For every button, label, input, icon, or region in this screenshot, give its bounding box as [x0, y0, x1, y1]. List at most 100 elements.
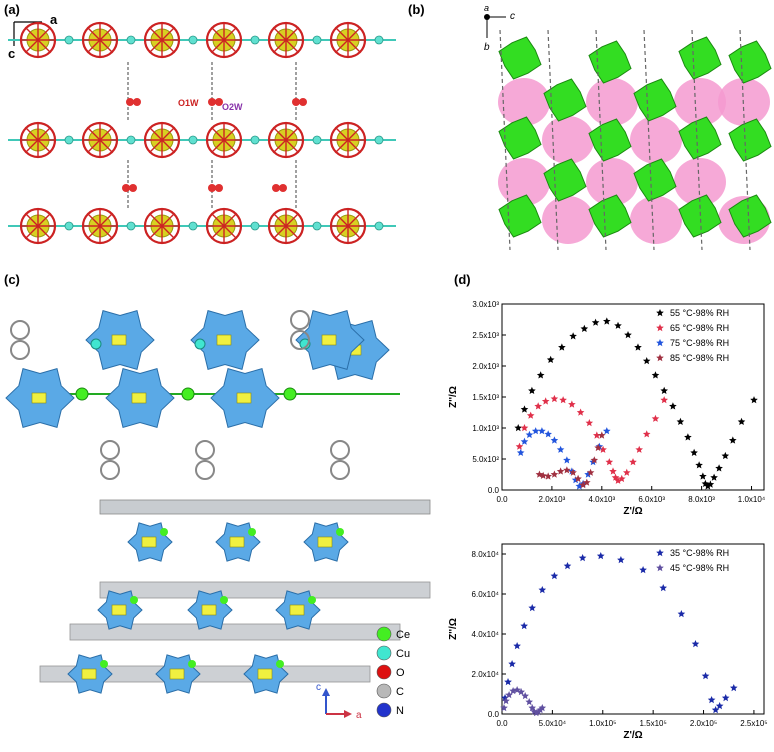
heteroatom-center	[141, 536, 157, 548]
series-1: 35 °C-98% RH	[501, 548, 738, 714]
legend-swatch	[376, 664, 392, 680]
cu-atom	[188, 135, 198, 145]
polyoxometalate-cluster	[143, 207, 181, 245]
data-point	[715, 464, 723, 472]
polyoxometalate-cluster	[19, 121, 57, 159]
panel-c-axis-indicator: c a	[316, 682, 362, 721]
heteroatom-center	[236, 392, 252, 404]
panel-d: (d) 0.0 2.0x10³ 4.0x10³ 6.0x10³ 8.0x10³ 1.0x1…	[440, 270, 774, 752]
data-point	[556, 467, 565, 475]
polyoxometalate-cluster	[143, 21, 181, 59]
legend-marker	[656, 324, 664, 332]
data-point	[532, 709, 541, 717]
data-point	[730, 684, 738, 692]
cu-atom	[126, 35, 136, 45]
data-point	[550, 470, 559, 478]
x-tick-label: 1.0x10⁴	[738, 495, 766, 504]
ce-atom	[276, 660, 284, 668]
data-point	[531, 427, 540, 435]
organic-linker	[691, 29, 703, 251]
data-point	[639, 566, 647, 574]
polyoxometalate-cluster	[205, 121, 243, 159]
polyoxometalate-cluster	[267, 121, 305, 159]
organic-linker	[643, 29, 655, 251]
legend-marker	[656, 339, 664, 347]
heteroatom-center	[216, 334, 232, 346]
ce-atom	[160, 528, 168, 536]
channel-void	[586, 158, 638, 206]
plot-frame	[501, 543, 765, 715]
legend-swatch	[376, 645, 392, 661]
polyoxometalate-cluster	[143, 121, 181, 159]
polyoxometalate-cluster	[678, 116, 722, 160]
legend-swatch	[376, 683, 392, 699]
polyoxometalate-cluster	[205, 21, 243, 59]
ce-atom	[181, 387, 195, 401]
data-point	[550, 572, 559, 580]
polyoxometalate-cluster	[329, 21, 367, 59]
channel-void	[498, 158, 550, 206]
data-point	[534, 402, 542, 410]
data-point	[585, 419, 594, 427]
polyoxometalate-cluster	[243, 654, 289, 694]
polyoxometalate-cluster	[267, 21, 305, 59]
water-molecule	[299, 98, 307, 106]
data-point	[707, 696, 716, 704]
x-tick-label: 5.0x10⁴	[539, 719, 567, 728]
polyoxometalate-cluster	[81, 121, 119, 159]
y-tick-label: 2.0x10³	[472, 362, 499, 371]
water-molecule	[133, 98, 141, 106]
data-point	[563, 456, 571, 464]
data-point	[563, 466, 571, 474]
polyoxometalate-cluster	[678, 36, 722, 80]
data-point	[505, 691, 513, 699]
polyoxometalate-cluster	[97, 590, 143, 630]
pyridyl-ring	[290, 310, 310, 330]
legend-label: 65 °C-98% RH	[670, 323, 729, 333]
data-point	[669, 402, 677, 410]
data-point	[651, 371, 660, 379]
data-point	[515, 442, 524, 450]
cu-atom	[312, 135, 322, 145]
cu-atom	[64, 221, 74, 231]
data-point	[701, 672, 710, 680]
x-tick-label: 0.0	[496, 719, 508, 728]
organic-linker	[499, 29, 511, 251]
ce-atom	[220, 596, 228, 604]
cu-atom	[312, 35, 322, 45]
pyridyl-ring	[290, 330, 310, 350]
legend-label: Cu	[396, 648, 410, 660]
ce-atom	[283, 387, 297, 401]
polyoxometalate-cluster	[155, 654, 201, 694]
series-2: 45 °C-98% RH	[500, 563, 729, 717]
data-point	[569, 468, 577, 476]
data-point	[701, 479, 710, 487]
y-axis-label: Z''/Ω	[448, 386, 459, 408]
cu-atom	[374, 135, 384, 145]
data-point	[605, 458, 614, 466]
data-point	[504, 678, 512, 686]
y-tick-label: 1.5x10³	[472, 393, 499, 402]
panel-b-axis-indicator: a c b	[484, 3, 515, 53]
data-point	[590, 456, 599, 464]
legend-label: Ce	[396, 629, 410, 641]
data-point	[563, 562, 572, 570]
x-tick-label: 1.5x10⁵	[639, 719, 666, 728]
data-point	[546, 355, 555, 363]
heteroatom-center	[131, 392, 147, 404]
data-point	[559, 396, 567, 404]
panel-a-layers	[8, 21, 396, 245]
data-point	[508, 660, 516, 668]
data-point	[595, 442, 604, 450]
data-point	[583, 478, 591, 486]
x-tick-label: 2.0x10³	[539, 495, 566, 504]
polyoxometalate-cluster	[588, 194, 632, 238]
organic-linker	[547, 29, 559, 251]
panel-b-axis-c: c	[510, 11, 515, 22]
polyoxometalate-cluster	[81, 21, 119, 59]
data-point	[536, 706, 545, 714]
legend-item-n: N	[376, 702, 404, 718]
data-point	[516, 448, 525, 456]
y-tick-label: 0.0	[488, 486, 500, 495]
data-point	[699, 472, 707, 480]
